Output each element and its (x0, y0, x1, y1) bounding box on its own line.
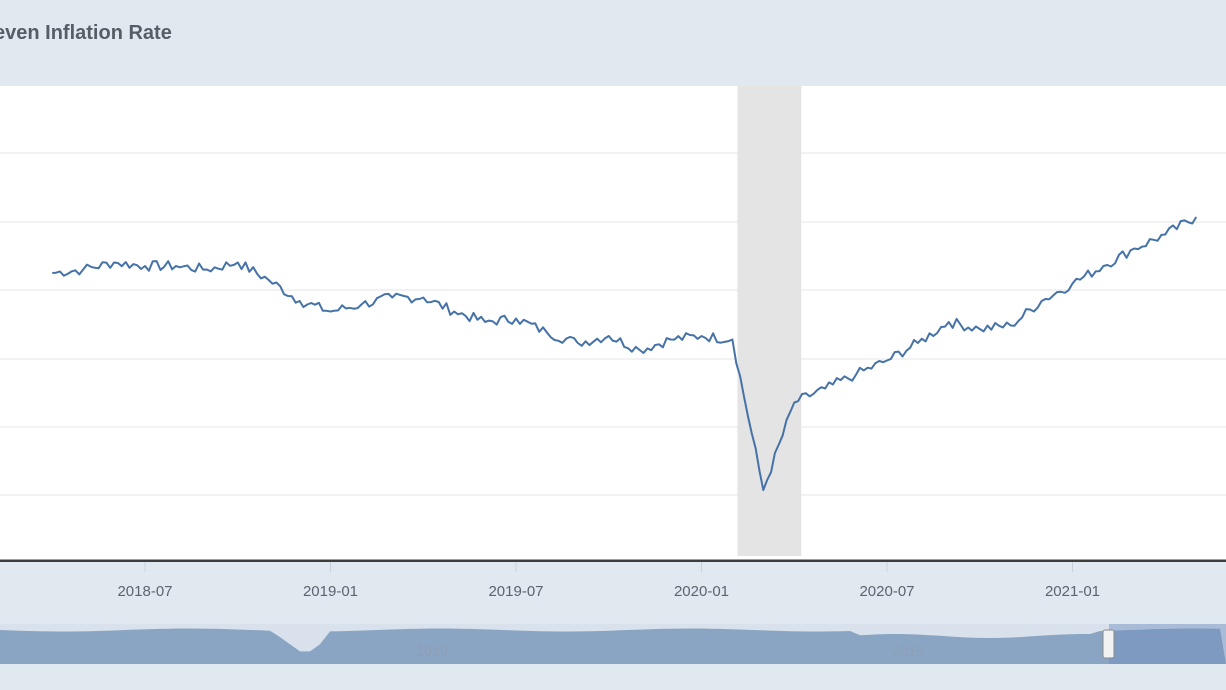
navigator-selected-range[interactable] (1109, 624, 1226, 664)
scrollbar-track[interactable] (0, 664, 1226, 690)
x-tick-label: 2019-07 (488, 583, 543, 600)
chart-title: even Inflation Rate (0, 22, 172, 44)
x-tick-label: 2021-01 (1045, 583, 1100, 600)
x-tick-label: 2018-07 (117, 583, 172, 600)
title-bar: even Inflation Rate (0, 0, 1226, 86)
plot-background (0, 86, 1226, 560)
x-tick-label: 2020-01 (674, 583, 729, 600)
x-tick-label: 2020-07 (859, 583, 914, 600)
navigator-left-handle[interactable] (1102, 629, 1115, 659)
navigator-series-area (0, 628, 1226, 664)
series-line (52, 216, 1198, 491)
navigator-year-label: 2015 (892, 643, 923, 659)
navigator-year-label: 2010 (416, 643, 447, 659)
navigator[interactable]: 2010 2015 (0, 624, 1226, 690)
x-tick-label: 2019-01 (303, 583, 358, 600)
recession-band (737, 86, 802, 556)
